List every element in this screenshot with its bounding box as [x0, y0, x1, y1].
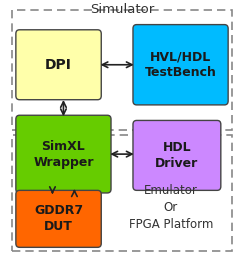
Text: HVL/HDL
TestBench: HVL/HDL TestBench: [145, 50, 216, 79]
Text: HDL
Driver: HDL Driver: [155, 141, 199, 170]
FancyBboxPatch shape: [16, 115, 111, 193]
FancyBboxPatch shape: [133, 25, 228, 105]
Text: DPI: DPI: [45, 58, 72, 72]
FancyBboxPatch shape: [16, 190, 101, 247]
FancyBboxPatch shape: [16, 30, 101, 100]
Text: SimXL
Wrapper: SimXL Wrapper: [33, 140, 94, 169]
Text: Simulator: Simulator: [90, 3, 154, 16]
Text: GDDR7
DUT: GDDR7 DUT: [34, 204, 83, 233]
FancyBboxPatch shape: [133, 120, 221, 190]
Text: Emulator
Or
FPGA Platform: Emulator Or FPGA Platform: [129, 184, 213, 231]
